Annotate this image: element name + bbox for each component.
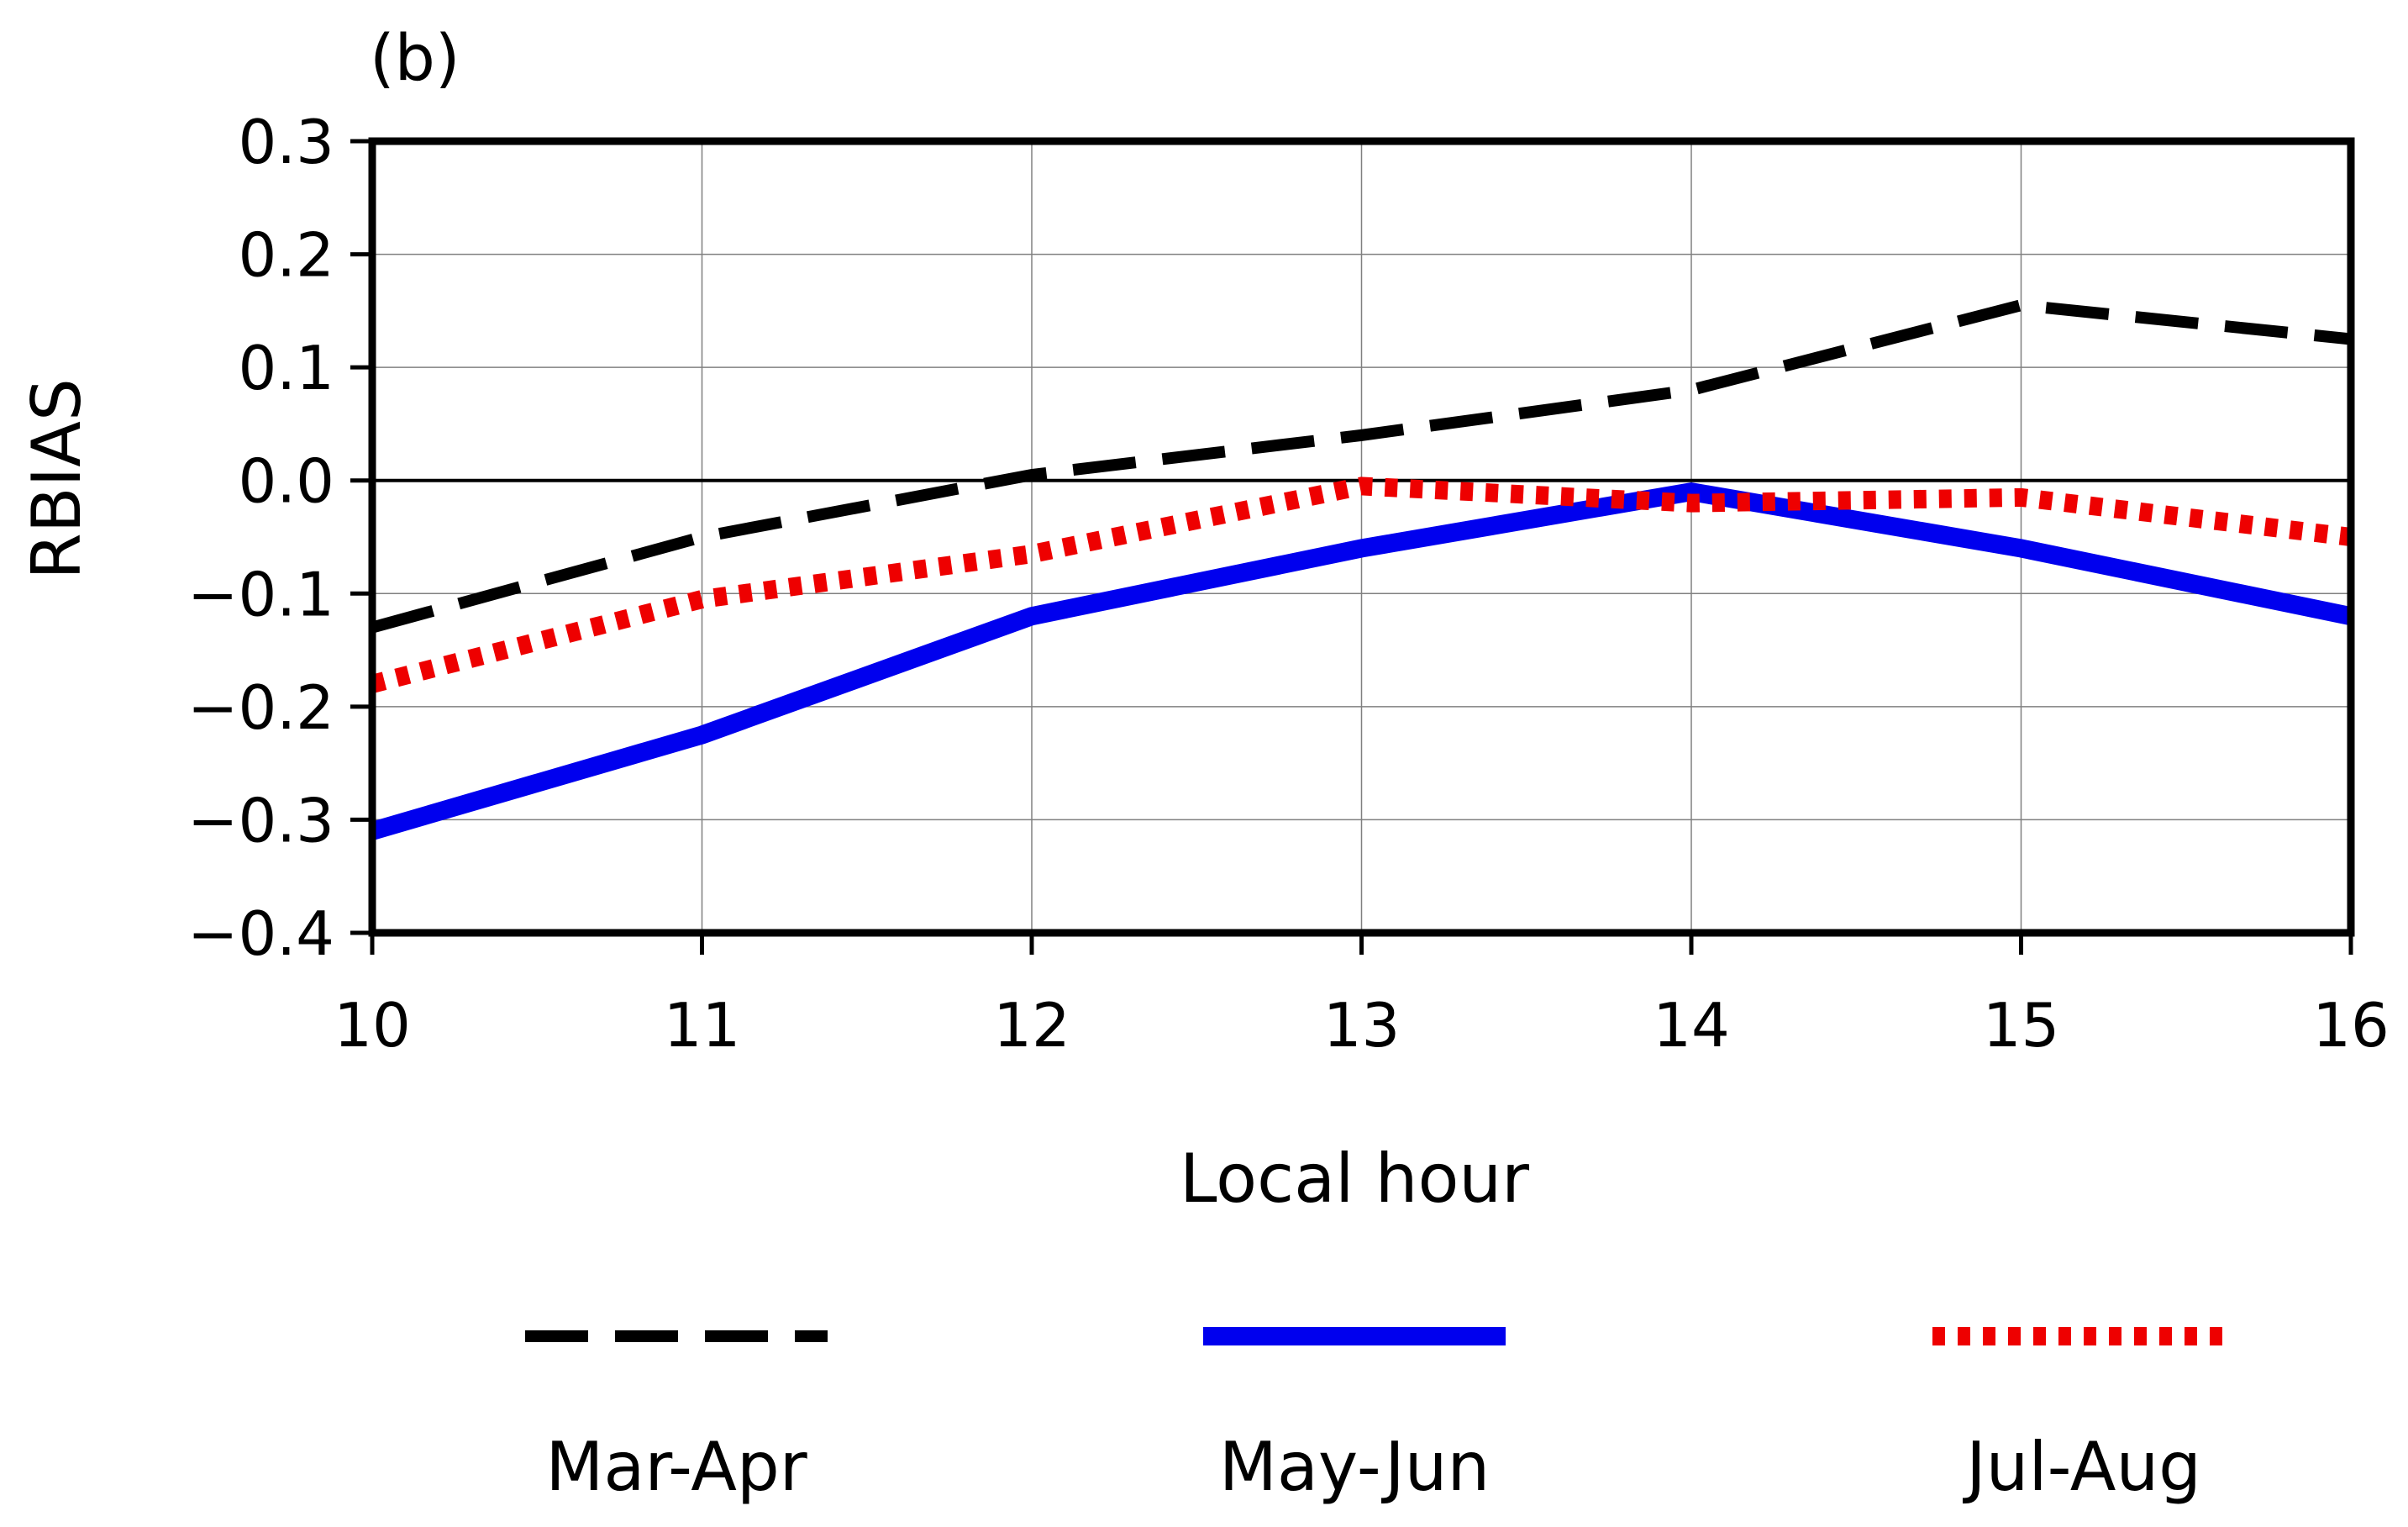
series-line-may-jun xyxy=(369,482,2353,840)
grid-lines xyxy=(372,141,2351,933)
series-line-mar-apr xyxy=(371,299,2352,634)
x-tick-label: 16 xyxy=(2312,990,2390,1061)
y-tick-label: −0.2 xyxy=(187,672,334,743)
y-axis-title: RBIAS xyxy=(18,378,96,580)
axis-ticks: 10 11 12 13 14 15 16 0.3 0.2 0.1 0.0 −0.1 −0.2 −0.3 −0… xyxy=(187,107,2390,1061)
y-tick-label: −0.3 xyxy=(187,785,334,856)
legend-label-may-jun: May-Jun xyxy=(1219,1428,1490,1506)
y-tick-label: 0.0 xyxy=(238,446,334,517)
y-tick-label: −0.1 xyxy=(187,559,334,629)
y-tick-label: 0.3 xyxy=(238,107,334,177)
y-tick-label: 0.1 xyxy=(238,333,334,403)
legend-label-mar-apr: Mar-Apr xyxy=(545,1428,807,1506)
x-axis-title: Local hour xyxy=(1180,1140,1529,1218)
x-tick-label: 15 xyxy=(1983,990,2060,1061)
x-tick-label: 10 xyxy=(334,990,411,1061)
x-tick-label: 12 xyxy=(993,990,1070,1061)
y-tick-label: 0.2 xyxy=(238,220,334,291)
legend: Mar-Apr May-Jun Jul-Aug xyxy=(525,1327,2235,1506)
series-line-jul-aug xyxy=(370,477,2353,693)
x-tick-label: 13 xyxy=(1323,990,1401,1061)
x-tick-label: 14 xyxy=(1653,990,1730,1061)
x-tick-label: 11 xyxy=(664,990,741,1061)
panel-label: (b) xyxy=(370,20,460,95)
legend-label-jul-aug: Jul-Aug xyxy=(1962,1428,2201,1506)
y-tick-label: −0.4 xyxy=(187,898,334,969)
series-lines xyxy=(369,299,2353,840)
